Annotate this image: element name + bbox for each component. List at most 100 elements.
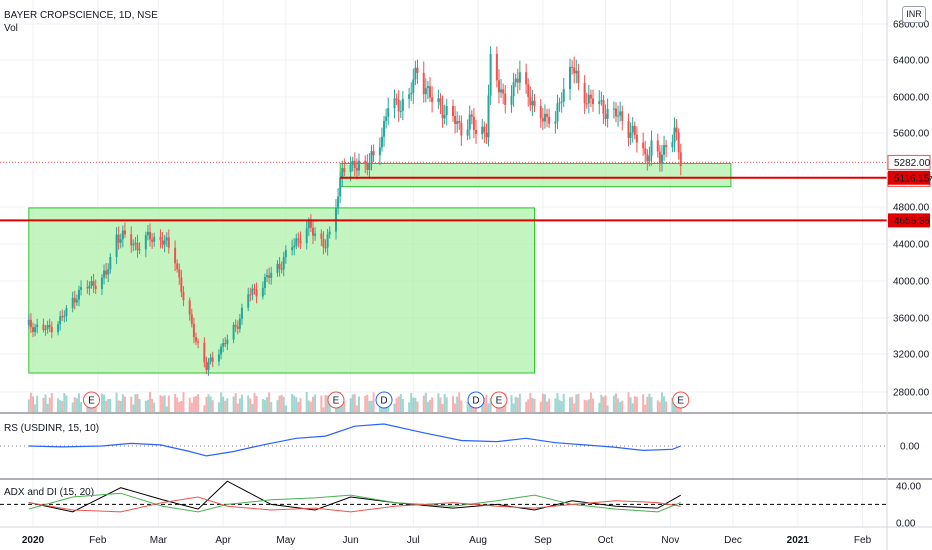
volume-bar: [531, 398, 534, 412]
candle-body: [88, 285, 91, 289]
volume-bar: [293, 395, 296, 412]
candle-body: [414, 67, 417, 80]
candle-body: [617, 115, 620, 117]
volume-bar: [278, 395, 281, 412]
volume-bar: [644, 404, 647, 412]
volume-bar: [351, 394, 354, 412]
candle-body: [224, 343, 227, 345]
candle-body: [282, 257, 285, 270]
volume-bar: [80, 402, 83, 412]
candle-body: [236, 326, 239, 329]
volume-bar: [107, 398, 110, 412]
volume-bar: [36, 395, 39, 412]
volume-bar: [431, 397, 434, 412]
candle-body: [165, 237, 168, 241]
volume-bar: [422, 395, 425, 412]
volume-bar: [149, 392, 152, 412]
candle-body: [322, 238, 325, 248]
rs-series-line: [28, 423, 681, 457]
volume-bar: [460, 400, 463, 412]
candle-body: [606, 108, 609, 119]
volume-bar: [585, 400, 588, 412]
volume-bar: [569, 397, 572, 412]
volume-bar: [109, 398, 112, 412]
candle-body: [161, 240, 164, 245]
candle-body: [115, 234, 118, 257]
volume-bar: [656, 400, 659, 412]
candle-body: [583, 83, 586, 104]
volume-bar: [393, 403, 396, 412]
volume-bar: [59, 400, 62, 412]
candle-body: [556, 103, 559, 122]
candle-body: [512, 82, 515, 97]
volume-bar: [266, 397, 269, 412]
candle-body: [105, 270, 108, 275]
candle-body: [326, 234, 329, 248]
volume-bar: [263, 400, 266, 412]
time-tick-label: Aug: [469, 535, 487, 546]
volume-bar: [650, 397, 653, 412]
candle-body: [587, 94, 590, 104]
candle-body: [343, 168, 346, 172]
volume-bar: [487, 403, 490, 412]
candle-body: [234, 324, 237, 327]
volume-bar: [121, 394, 124, 412]
dividend-marker: [375, 391, 393, 409]
candle-body: [629, 132, 632, 138]
volume-bar: [355, 405, 358, 412]
volume-bar: [105, 400, 108, 412]
candle-body: [650, 140, 653, 156]
candle-body: [73, 297, 76, 303]
volume-bar: [527, 399, 530, 412]
candle-body: [75, 299, 78, 303]
volume-bar: [205, 396, 208, 412]
currency-badge[interactable]: INR: [902, 6, 926, 23]
candle-body: [575, 70, 578, 74]
candles: [27, 46, 682, 376]
candle-body: [602, 100, 605, 114]
candle-body: [249, 294, 252, 296]
volume-bar: [117, 400, 120, 412]
candle-body: [247, 294, 250, 308]
earnings-marker: [83, 391, 101, 409]
candle-body: [176, 263, 179, 270]
volume-bar: [115, 392, 118, 412]
volume-bar: [50, 392, 53, 412]
candle-body: [253, 288, 256, 290]
candle-body: [121, 230, 124, 240]
volume-bar: [34, 404, 37, 412]
candle-body: [92, 281, 95, 286]
candle-body: [261, 287, 264, 297]
candle-body: [370, 151, 373, 163]
candle-body: [439, 98, 442, 106]
event-marker-label: E: [88, 396, 95, 407]
candle-body: [197, 341, 200, 343]
volume-bar: [138, 399, 141, 412]
candle-body: [119, 239, 122, 243]
volume-bar: [349, 398, 352, 412]
price-badge-text: 5282.00: [894, 158, 931, 169]
candle-body: [123, 230, 126, 235]
candle-body: [351, 160, 354, 165]
price-badge-box: [888, 213, 930, 228]
volume-bar: [489, 397, 492, 412]
volume-bar: [284, 405, 287, 412]
volume-bar: [207, 394, 210, 412]
candle-body: [454, 116, 457, 125]
candle-body: [320, 233, 323, 239]
volume-bar: [606, 405, 609, 412]
volume-bar: [297, 401, 300, 412]
time-tick-label: Dec: [724, 535, 742, 546]
candle-body: [592, 98, 594, 105]
candle-body: [276, 263, 279, 273]
candle-body: [94, 285, 97, 290]
candle-body: [130, 234, 133, 246]
volume-bar: [658, 402, 661, 412]
volume-bar: [401, 399, 404, 412]
candle-body: [163, 240, 166, 245]
adx-series-di: [28, 496, 681, 513]
candle-body: [268, 275, 271, 278]
candle-body: [59, 316, 62, 325]
candle-body: [495, 53, 498, 81]
